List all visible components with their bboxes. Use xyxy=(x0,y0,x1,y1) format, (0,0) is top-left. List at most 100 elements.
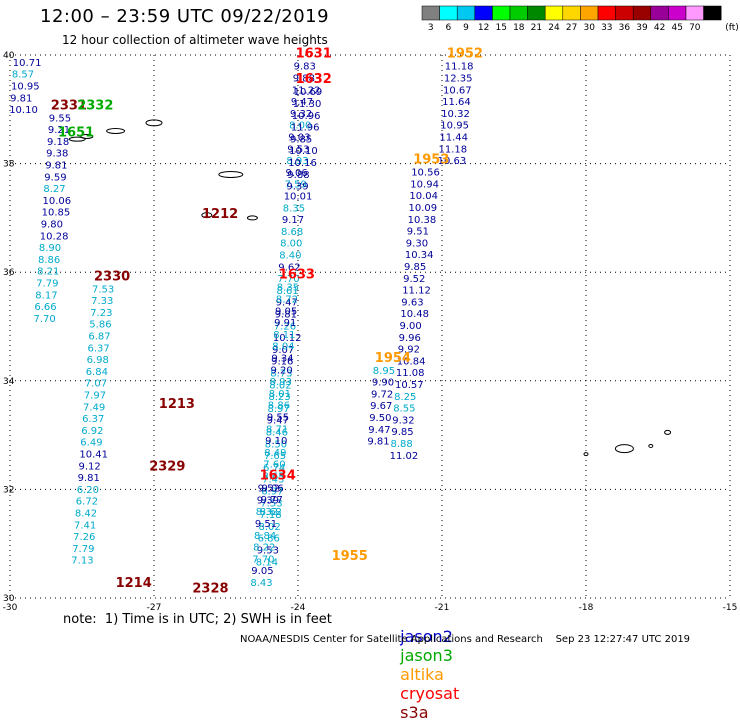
swh-value: 9.52 xyxy=(403,274,425,285)
swh-value: 9.32 xyxy=(392,415,414,426)
swh-value: 9.39 xyxy=(286,182,308,193)
swh-value: 10.10 xyxy=(289,146,318,157)
swh-value: 10.34 xyxy=(405,250,434,261)
swh-value: 9.90 xyxy=(372,378,394,389)
swh-value: 9.53 xyxy=(287,144,309,155)
track-time-label: 2329 xyxy=(149,459,185,474)
island-outline xyxy=(218,170,244,178)
wave-height-map: 3 6 9 12 15 18 21 24 27 30 33 36 39 42 45 70 (ft)-30 -27-… xyxy=(3,5,739,613)
swh-value: 9.50 xyxy=(369,413,391,424)
lon-tick-label: -21 xyxy=(435,603,450,613)
swh-value: 7.70 xyxy=(34,314,56,325)
swh-value: 9.55 xyxy=(267,413,289,424)
swh-value: 11.96 xyxy=(291,123,320,134)
island-outline xyxy=(614,444,634,454)
lat-tick-label: 40 xyxy=(3,51,15,61)
swh-value: 6.72 xyxy=(76,497,98,508)
swh-value: 8.25 xyxy=(394,392,416,403)
map-subtitle: 12 hour collection of altimeter wave hei… xyxy=(62,33,328,47)
swh-value: 8.72 xyxy=(276,295,298,306)
swh-value: 9.39 xyxy=(257,495,279,506)
lat-tick-label: 32 xyxy=(3,485,14,495)
swh-value: 7.65 xyxy=(264,451,286,462)
swh-value: 9.05 xyxy=(251,566,273,577)
swh-value: 7.53 xyxy=(260,498,282,509)
legend-swatch xyxy=(597,5,616,21)
swh-value: 9.81 xyxy=(10,93,32,104)
swh-value: 8.43 xyxy=(250,578,272,589)
swh-value: 9.06 xyxy=(262,483,284,494)
legend-swatch xyxy=(580,5,599,21)
swh-value: 9.47 xyxy=(291,97,313,108)
page-title: 12:00 – 23:59 UTC 09/22/2019 xyxy=(40,6,330,27)
lon-tick-label: -30 xyxy=(3,603,18,613)
swh-value: 9.47 xyxy=(267,416,289,427)
swh-value: 10.12 xyxy=(273,333,302,344)
swh-value: 9.81 xyxy=(367,437,389,448)
swh-value: 8.11 xyxy=(273,330,295,341)
swh-value: 9.00 xyxy=(400,321,422,332)
swh-value: 7.79 xyxy=(72,544,94,555)
legend-unit-label: (ft) xyxy=(725,23,739,33)
swh-value: 10.63 xyxy=(438,156,467,167)
swh-value: 8.55 xyxy=(393,404,415,415)
swh-value: 6.84 xyxy=(86,367,108,378)
legend-swatch xyxy=(439,5,458,21)
swh-value: 8.00 xyxy=(280,239,302,250)
swh-value: 9.92 xyxy=(398,345,420,356)
swh-value: 8.02 xyxy=(269,380,291,391)
swh-value: 8.40 xyxy=(279,251,301,262)
legend-tick-label: 6 xyxy=(446,23,452,33)
swh-value: 7.59 xyxy=(285,180,307,191)
swh-value: 10.56 xyxy=(411,168,440,179)
lat-tick-label: 34 xyxy=(3,377,15,387)
swh-value: 10.84 xyxy=(397,356,426,367)
track-time-label: 1954 xyxy=(375,351,411,366)
swh-value: 6.86 xyxy=(258,534,280,545)
swh-value: 10.06 xyxy=(43,196,72,207)
swh-value: 6.49 xyxy=(80,438,102,449)
swh-value: 9.59 xyxy=(44,172,66,183)
swh-value: 8.22 xyxy=(253,543,275,554)
lon-tick-label: -27 xyxy=(147,603,162,613)
swh-value: 7.26 xyxy=(274,321,296,332)
island-outline xyxy=(201,212,213,219)
swh-value: 8.97 xyxy=(268,404,290,415)
swh-value: 9.88 xyxy=(293,74,315,85)
lon-tick-label: -18 xyxy=(579,603,594,613)
swh-value: 10.32 xyxy=(441,109,470,120)
swh-value: 9.81 xyxy=(45,161,67,172)
swh-value: 7.49 xyxy=(83,402,105,413)
swh-value: 8.04 xyxy=(272,342,294,353)
swh-value: 9.63 xyxy=(401,297,423,308)
swh-value: 9.07 xyxy=(272,345,294,356)
swh-value: 7.13 xyxy=(71,556,93,567)
swh-value: 9.47 xyxy=(368,425,390,436)
swh-value: 9.85 xyxy=(404,262,426,273)
legend-tick-label: 3 xyxy=(428,23,434,33)
track-time-label: 2332 xyxy=(77,98,113,113)
sat-label-altika: altika xyxy=(400,665,444,684)
swh-value: 6.74 xyxy=(263,463,285,474)
legend-swatch xyxy=(668,5,687,21)
swh-value: 11.12 xyxy=(402,286,431,297)
swh-value: 6.66 xyxy=(34,302,56,313)
swh-value: 9.91 xyxy=(274,318,296,329)
swh-value: 8.93 xyxy=(270,377,292,388)
swh-value: 11.02 xyxy=(390,451,419,462)
legend-tick-label: 9 xyxy=(463,23,469,33)
sat-label-s3a: s3a xyxy=(400,703,429,722)
swh-value: 8.65 xyxy=(262,472,284,483)
track-time-label: 1214 xyxy=(116,576,152,591)
swh-value: 10.48 xyxy=(400,309,429,320)
track-time-label: 1632 xyxy=(296,72,332,87)
swh-value: 9.21 xyxy=(48,125,70,136)
swh-value: 9.52 xyxy=(258,484,280,495)
legend-swatch xyxy=(615,5,634,21)
swh-value: 6.87 xyxy=(88,332,110,343)
swh-value: 8.88 xyxy=(391,439,413,450)
lon-tick-label: -24 xyxy=(291,603,306,613)
island-outline xyxy=(106,128,126,135)
swh-value: 7.18 xyxy=(259,510,281,521)
swh-value: 8.21 xyxy=(37,267,59,278)
